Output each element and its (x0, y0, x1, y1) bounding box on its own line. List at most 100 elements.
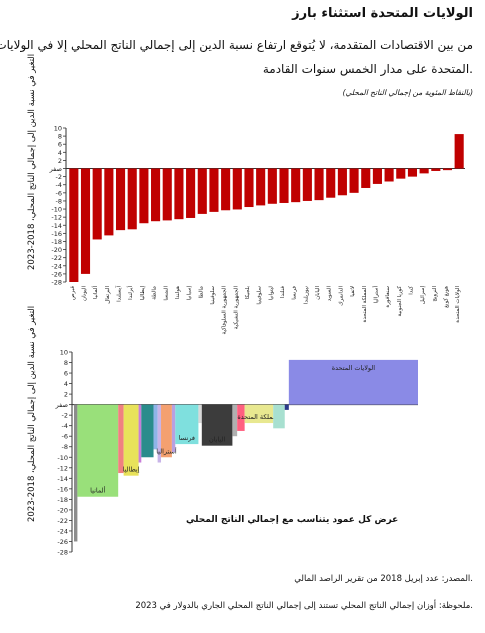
gdp-weighted-bar (171, 404, 176, 452)
y-tick-label: -16 (57, 485, 68, 493)
gdp-weighted-bar (138, 404, 142, 463)
bar (162, 168, 172, 221)
units-note: (بالنقاط المئوية من إجمالي الناتج المحلي… (342, 88, 473, 97)
bar (256, 168, 266, 206)
y-tick-label: -24 (51, 262, 62, 270)
methodology-note: ملحوظة: أوزان إجمالي الناتج المحلي تستند… (135, 601, 473, 611)
y-tick-label: -12 (51, 214, 62, 222)
x-tick-label: الجمهورية السلوفاكية (221, 286, 228, 335)
x-tick-label: هولندا (175, 286, 181, 300)
gdp-weighted-bar (161, 404, 172, 458)
y-tick-label: 2 (58, 157, 62, 165)
gdp-weighted-bar (232, 404, 238, 437)
bar (92, 168, 102, 240)
bar (80, 168, 91, 274)
x-tick-label: اليونان (82, 286, 88, 301)
bar (454, 134, 464, 169)
y-tick-label: 8 (58, 133, 62, 141)
bar-label: أستراليا (156, 446, 177, 455)
source-note: المصدر: عدد إبريل 2018 من تقرير الراصد ا… (294, 574, 473, 584)
y-tick-label: -26 (51, 270, 62, 278)
gdp-weighted-bar (273, 404, 285, 429)
bar (115, 168, 126, 231)
gdp-weighted-bar (244, 404, 274, 424)
bar (396, 168, 406, 179)
bar (69, 168, 79, 282)
bar (186, 168, 196, 218)
x-tick-label: سلوفينيا (210, 286, 216, 305)
y-tick-label: صفر (55, 401, 69, 409)
gdp-weighted-bar (123, 404, 139, 476)
bar (361, 168, 371, 188)
y-tick-label: 6 (64, 370, 68, 378)
bar-label: المملكة المتحدة (237, 413, 280, 421)
y-tick-label: 4 (58, 149, 62, 157)
bar (302, 168, 312, 201)
bar (442, 168, 453, 171)
y-tick-label: 10 (60, 349, 68, 357)
y-tick-label: -18 (51, 238, 62, 246)
gdp-weighted-bar (141, 404, 154, 458)
bar (384, 168, 394, 182)
bar-label: ألمانيا (90, 486, 105, 495)
x-tick-label: نيوزيلندا (303, 286, 309, 305)
x-tick-label: النمسا (163, 286, 169, 301)
y-tick-label: 10 (54, 125, 62, 133)
page-title: الولايات المتحدة استثناء بارز (292, 6, 473, 21)
y-tick-label: -14 (57, 475, 68, 483)
x-tick-label: مالطا (198, 286, 204, 299)
x-tick-label: مالطة (152, 286, 158, 300)
y-tick-label: -24 (57, 527, 68, 535)
gdp-weighted-bar (175, 404, 199, 445)
bar (431, 168, 441, 171)
x-tick-label: سنغافورة (385, 286, 391, 308)
x-tick-label: السويد (327, 286, 333, 302)
y-tick-label: 8 (64, 359, 68, 367)
gdp-weighted-bar-chart: 10 8 6 4 2 صفر -2 -4 -6 -8 -10 -12 -14 -16 -18 -20 -22 -2… (55, 349, 418, 557)
bar-label: الولايات المتحدة (332, 364, 376, 372)
y-tick-label: -10 (57, 454, 68, 462)
y-tick-label: 6 (58, 141, 62, 149)
bar (174, 168, 184, 220)
bar (244, 168, 254, 208)
bar (349, 168, 359, 193)
bar (291, 168, 301, 203)
country-debt-change-bar-chart: 108642صفر-2-4-6-8-10-12-14-16-18-20-22-2… (49, 125, 465, 335)
bar (279, 168, 289, 203)
y-tick-label: صفر (49, 165, 63, 173)
gdp-weighted-bar (118, 404, 124, 474)
bar (232, 168, 242, 210)
x-tick-label: فرنسا (292, 286, 298, 300)
x-tick-label: إسرائيل (420, 286, 426, 305)
y-tick-label: -28 (57, 549, 68, 557)
gdp-weighted-bar (201, 404, 233, 446)
x-tick-label: البرتغال (105, 286, 111, 304)
y-tick-label: -26 (57, 538, 68, 546)
x-tick-label: ليتوانيا (268, 286, 274, 301)
bar (326, 168, 336, 198)
x-tick-label: الدانمرك (338, 286, 344, 306)
subtitle-line-2: المتحدة على مدار الخمس سنوات القادمة. (262, 62, 473, 76)
gdp-weighted-bar (198, 404, 202, 424)
bar (372, 168, 382, 184)
x-tick-label: الجمهورية التشيكية (232, 286, 239, 330)
y-tick-label: 2 (64, 391, 68, 399)
bar (139, 168, 149, 224)
x-tick-label: لاتفيا (350, 286, 356, 297)
bar (151, 168, 161, 222)
bar-label: اليابان (209, 436, 225, 444)
x-tick-label: أستراليا (371, 286, 379, 304)
x-tick-label: النرويج (432, 286, 438, 302)
y-tick-label: -22 (51, 254, 62, 262)
x-tick-label: المملكة المتحدة (361, 286, 368, 323)
bar-width-note: عرض كل عمود يتناسب مع إجمالي الناتج المح… (186, 515, 399, 525)
bar (419, 168, 429, 174)
x-tick-label: فنلندا (280, 286, 286, 299)
bar (337, 168, 347, 196)
x-tick-label: كوريا الجنوبية (396, 286, 403, 317)
gdp-weighted-bar (288, 359, 418, 405)
y-tick-label: -6 (62, 433, 68, 441)
bar (209, 168, 219, 212)
y-tick-label: -22 (57, 517, 68, 525)
gdp-weighted-bar (74, 404, 78, 542)
